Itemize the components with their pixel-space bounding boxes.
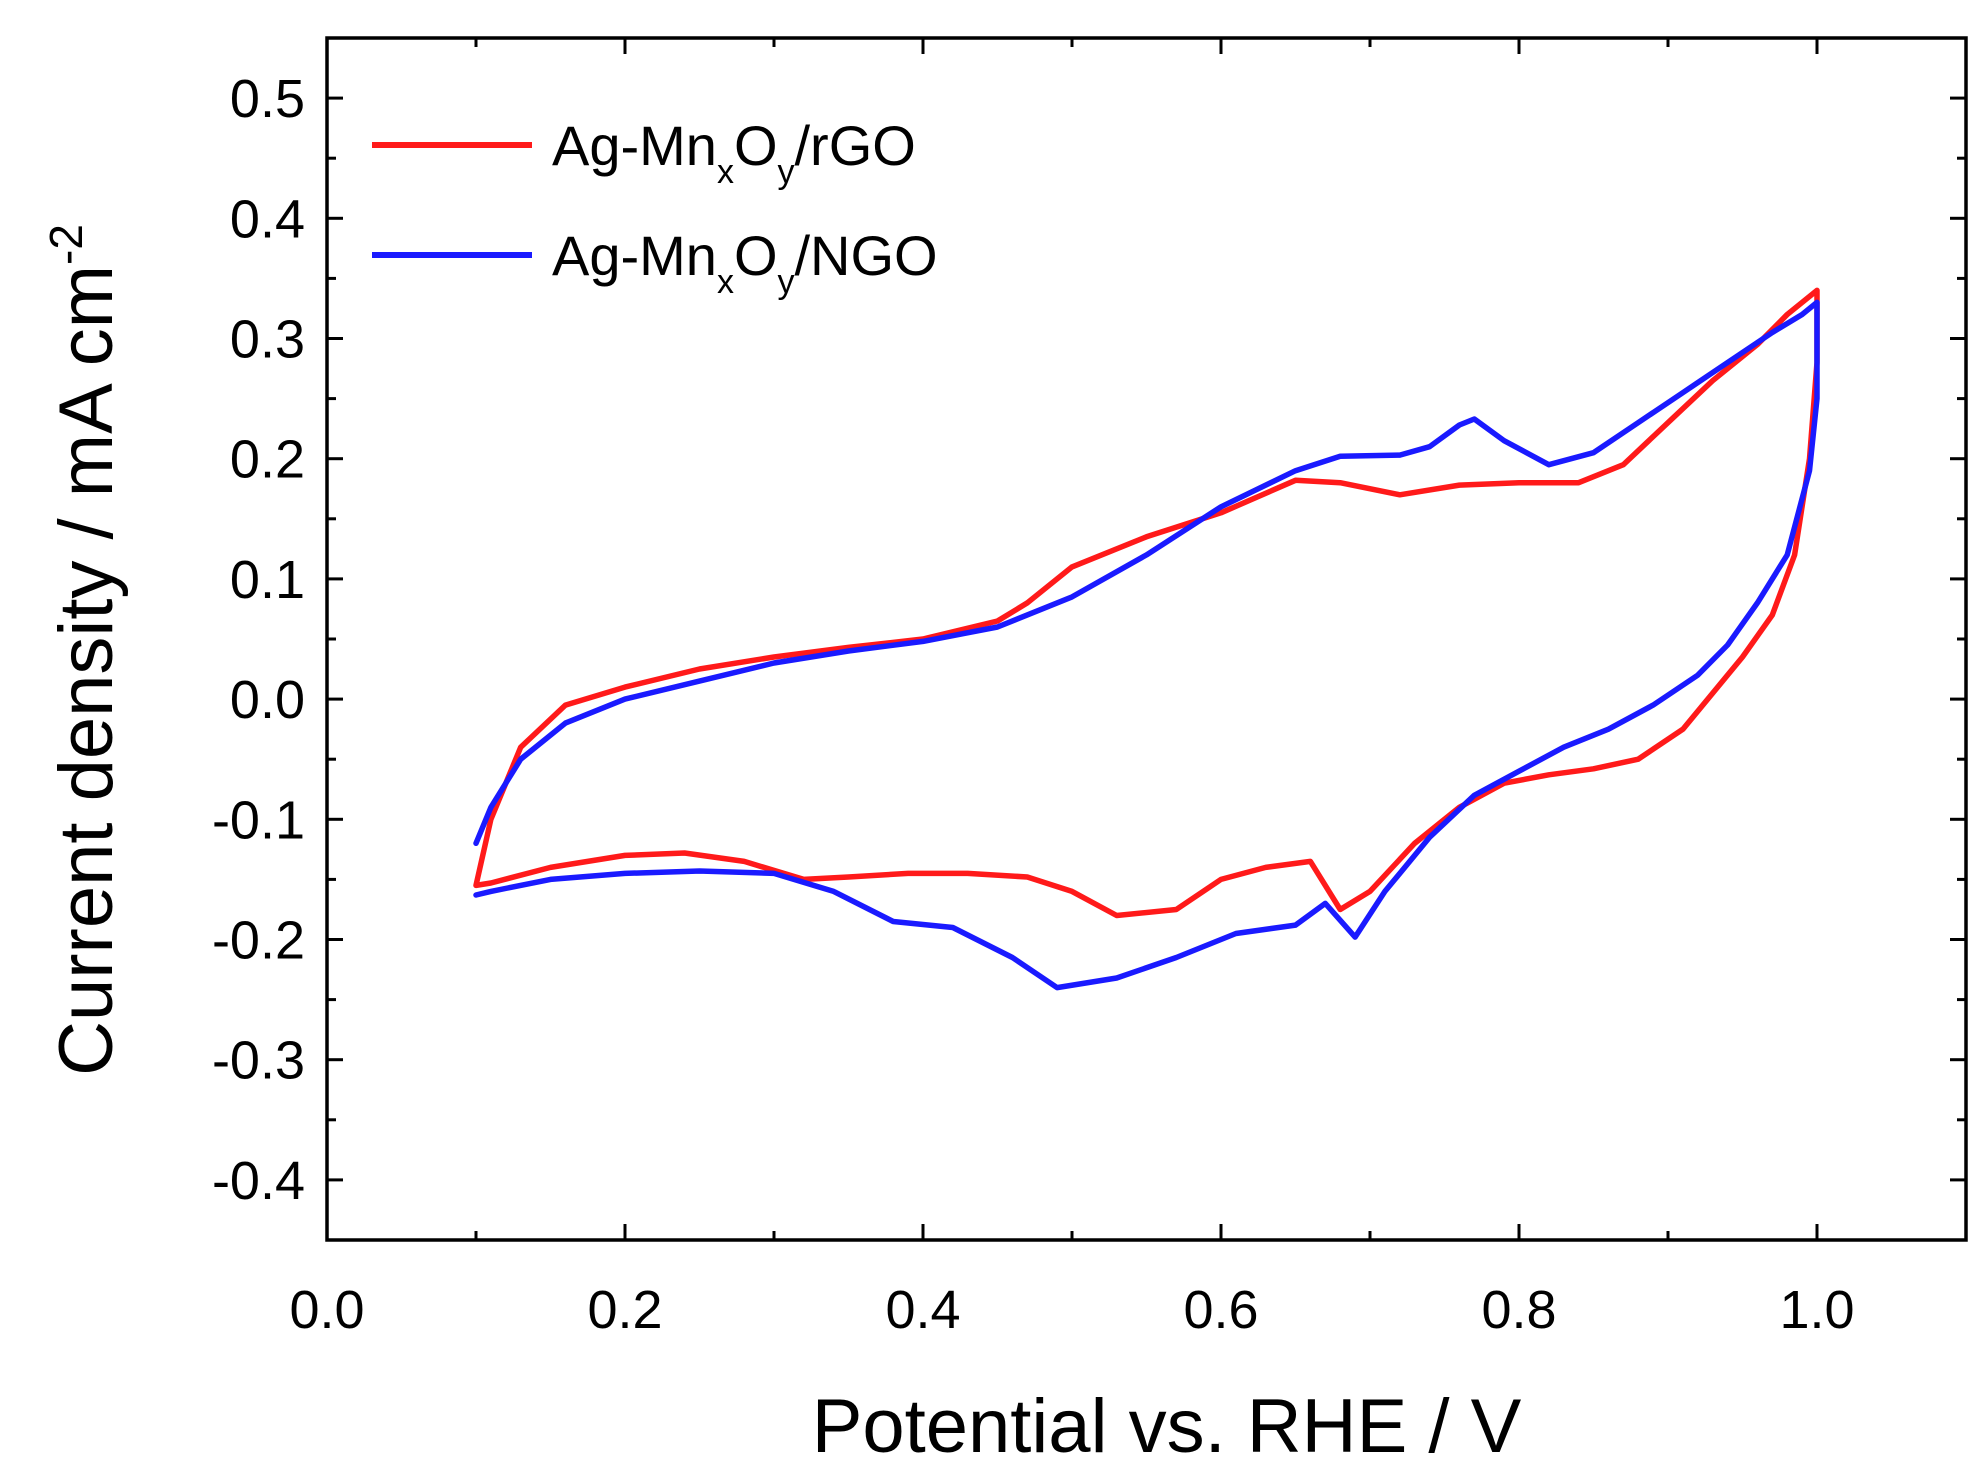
x-axis-title: Potential vs. RHE / V: [812, 1384, 1522, 1469]
y-axis-title-superscript: -2: [40, 224, 92, 265]
x-tick-label: 0.6: [1183, 1280, 1258, 1340]
series-line-ngo: [473, 299, 1820, 991]
y-tick-label: -0.1: [212, 790, 305, 850]
y-tick-label: 0.0: [230, 670, 305, 730]
x-tick-label: 0.4: [885, 1280, 960, 1340]
legend: Ag-MnxOy/rGO Ag-MnxOy/NGO: [372, 114, 938, 301]
x-tick-label: 0.8: [1481, 1280, 1556, 1340]
series-line-rgo: [473, 287, 1820, 919]
legend-label: Ag-MnxOy/NGO: [552, 224, 938, 301]
y-axis-title: Current density / mA cm-2: [40, 224, 129, 1076]
y-axis-title-group: Current density / mA cm-2: [40, 224, 129, 1076]
y-tick-label: -0.3: [212, 1031, 305, 1091]
axis-ticks: [325, 38, 1968, 1240]
y-tick-label: 0.2: [230, 430, 305, 490]
x-tick-label: 1.0: [1779, 1280, 1854, 1340]
y-tick-label: 0.4: [230, 189, 305, 249]
y-tick-label: 0.5: [230, 69, 305, 129]
x-tick-label: 0.2: [587, 1280, 662, 1340]
y-tick-label: 0.1: [230, 550, 305, 610]
y-axis-title-main: Current density / mA cm: [44, 265, 129, 1076]
series-lines: [473, 287, 1820, 991]
y-tick-label: -0.4: [212, 1151, 305, 1211]
y-tick-label: -0.2: [212, 911, 305, 971]
tick-labels: 0.0 0.2 0.4 0.6 0.8 1.0 -0.4 -0.3 -0.2 -0.1 0.0 0.1…: [212, 69, 1855, 1340]
x-tick-label: 0.0: [289, 1280, 364, 1340]
legend-label: Ag-MnxOy/rGO: [552, 114, 916, 191]
y-tick-label: 0.3: [230, 310, 305, 370]
